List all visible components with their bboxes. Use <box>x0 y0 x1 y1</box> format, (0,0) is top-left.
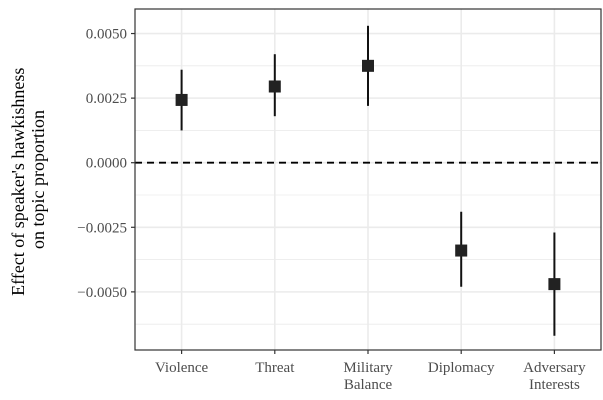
x-tick-label-line: Threat <box>255 360 295 376</box>
y-tick-label: 0.0050 <box>86 27 127 43</box>
x-tick-label-line: Balance <box>344 377 393 393</box>
point-marker <box>268 80 281 93</box>
point-marker <box>175 93 188 106</box>
y-tick-label: 0.0000 <box>86 156 127 172</box>
x-tick-label: Threat <box>255 360 295 376</box>
x-tick-label: Diplomacy <box>428 360 495 376</box>
x-axis-ticks: Violence Threat Military Balance Diplomacy Ad… <box>155 350 586 393</box>
y-tick-label: 0.0025 <box>86 91 127 107</box>
y-tick-label: −0.0050 <box>77 285 127 301</box>
x-tick-label-line: Diplomacy <box>428 360 495 376</box>
x-tick-label-line: Violence <box>155 360 209 376</box>
x-tick-label-line: Adversary <box>523 360 586 376</box>
y-axis-title: Effect of speaker's hawkishness on topic… <box>8 63 48 296</box>
x-tick-label: Military Balance <box>343 360 393 393</box>
point-marker <box>455 244 468 257</box>
point-marker <box>548 278 561 291</box>
y-axis-title-line-1: Effect of speaker's hawkishness <box>8 68 28 296</box>
point-estimates <box>175 59 561 291</box>
x-tick-label-line: Military <box>343 360 393 376</box>
point-marker <box>362 59 374 72</box>
y-axis-title-line-2: on topic proportion <box>28 110 48 249</box>
x-tick-label: Violence <box>155 360 209 376</box>
y-tick-label: −0.0025 <box>77 220 127 236</box>
x-tick-label: Adversary Interests <box>523 360 586 393</box>
x-tick-label-line: Interests <box>529 377 580 393</box>
y-axis-ticks: 0.0050 0.0025 0.0000 −0.0025 −0.0050 <box>77 27 135 301</box>
